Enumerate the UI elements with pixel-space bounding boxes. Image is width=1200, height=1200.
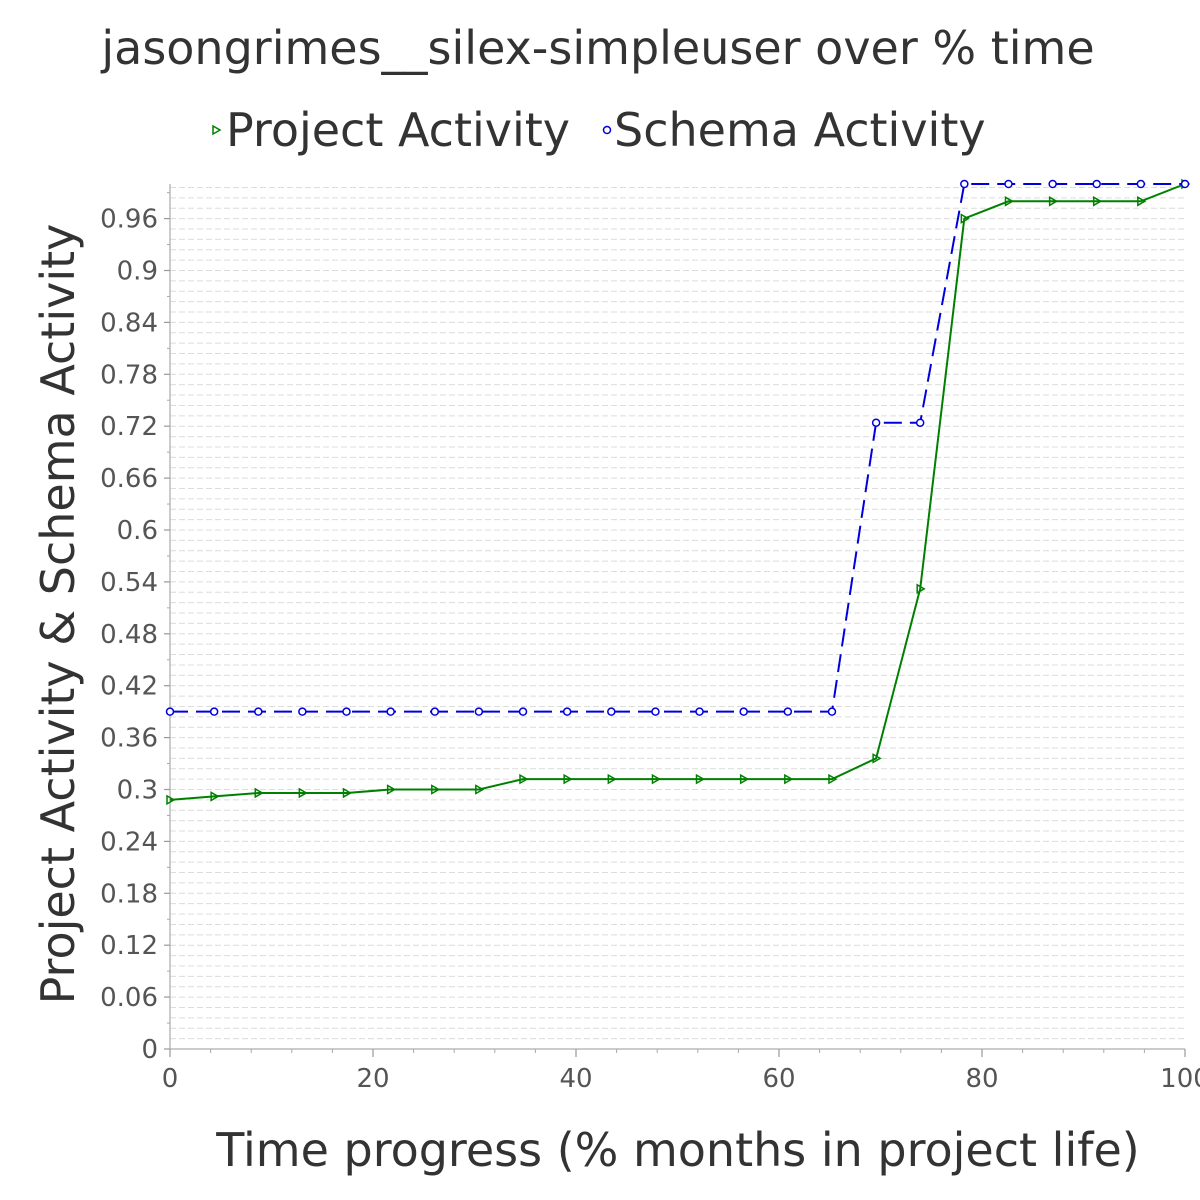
y-tick-label: 0.54 (100, 568, 158, 598)
y-tick-label: 0.48 (100, 620, 158, 650)
series-project-activity (166, 178, 1191, 806)
y-tick-label: 0.6 (117, 516, 158, 546)
data-point (827, 707, 837, 716)
data-point (1180, 179, 1190, 189)
data-point (784, 773, 794, 785)
y-tick-label: 0.12 (100, 931, 158, 961)
data-point (166, 794, 176, 806)
x-tick-label: 80 (965, 1064, 998, 1094)
y-tick-label: 0.72 (100, 412, 158, 442)
series-line (170, 183, 1185, 713)
data-point (960, 179, 969, 189)
data-point (430, 707, 440, 716)
data-point (1048, 196, 1059, 207)
data-point (519, 773, 529, 785)
data-point (916, 583, 926, 595)
grid (170, 186, 1185, 1040)
legend-marker-project (212, 124, 222, 136)
x-tick-label: 0 (162, 1064, 179, 1094)
y-tick-label: 0.42 (100, 672, 158, 702)
data-point (298, 707, 307, 716)
axes (169, 184, 1185, 1050)
y-tick-label: 0.24 (100, 827, 158, 857)
data-point (165, 707, 175, 716)
data-point (254, 707, 263, 716)
data-point (1137, 196, 1147, 207)
y-axis-title: Project Activity & Schema Activity (31, 224, 85, 1005)
x-tick-label: 100 (1160, 1064, 1200, 1094)
x-axis-title: Time progress (% months in project life) (215, 1123, 1139, 1177)
data-point (915, 418, 925, 427)
y-tick-label: 0.18 (100, 879, 158, 909)
y-tick-label: 0 (141, 1035, 158, 1065)
data-point (871, 418, 881, 427)
data-point (298, 787, 308, 799)
data-point (828, 773, 838, 785)
legend-label-schema: Schema Activity (614, 103, 986, 157)
data-point (209, 707, 219, 716)
data-point (607, 773, 617, 785)
series-layer (165, 178, 1191, 806)
data-point (1092, 196, 1103, 207)
series-schema-activity (165, 179, 1190, 716)
y-tick-label: 0.36 (100, 724, 158, 754)
data-point (210, 791, 220, 802)
data-point (386, 784, 397, 795)
y-tick-label: 0.78 (100, 360, 158, 390)
data-point (431, 784, 441, 795)
data-point (563, 773, 573, 785)
data-point (651, 773, 661, 785)
y-tick-label: 0.84 (100, 308, 158, 338)
data-point (607, 707, 616, 716)
data-point (651, 707, 660, 716)
data-point (1004, 196, 1015, 207)
legend-marker-schema (602, 125, 612, 135)
data-point (254, 787, 264, 799)
legend-label-project: Project Activity (226, 103, 570, 157)
data-point (474, 707, 484, 716)
legend: Project Activity Schema Activity (212, 103, 986, 157)
legend-item-project: Project Activity (212, 103, 570, 157)
data-point (386, 707, 395, 716)
y-tick-label: 0.66 (100, 464, 158, 494)
data-point (518, 707, 528, 716)
data-point (1048, 179, 1057, 189)
data-point (695, 707, 704, 716)
y-tick-label: 0.9 (117, 257, 158, 287)
legend-item-schema: Schema Activity (602, 103, 986, 157)
data-point (342, 707, 351, 716)
data-point (342, 787, 353, 799)
y-tick-label: 0.96 (100, 205, 158, 235)
data-point (783, 707, 793, 716)
data-point (695, 773, 706, 785)
x-tick-label: 60 (762, 1064, 795, 1094)
chart-title: jasongrimes__silex-simpleuser over % tim… (100, 21, 1094, 75)
x-ticks: 0 20 40 60 80 100 (162, 1049, 1200, 1094)
data-point (872, 753, 882, 764)
x-tick-label: 20 (356, 1064, 389, 1094)
y-ticks: 0 0.06 0.12 0.18 0.24 0.3 0.36 0.42 0.48 0.54 0.6 0… (100, 192, 170, 1065)
data-point (562, 707, 572, 716)
series-line (169, 183, 1186, 801)
y-tick-label: 0.3 (117, 776, 158, 806)
data-point (960, 213, 970, 224)
data-point (739, 707, 748, 716)
data-point (1004, 179, 1013, 189)
data-point (1136, 179, 1146, 189)
data-point (739, 773, 750, 785)
data-point (1092, 179, 1101, 189)
y-tick-label: 0.06 (100, 983, 158, 1013)
x-tick-label: 40 (559, 1064, 592, 1094)
data-point (475, 784, 485, 795)
